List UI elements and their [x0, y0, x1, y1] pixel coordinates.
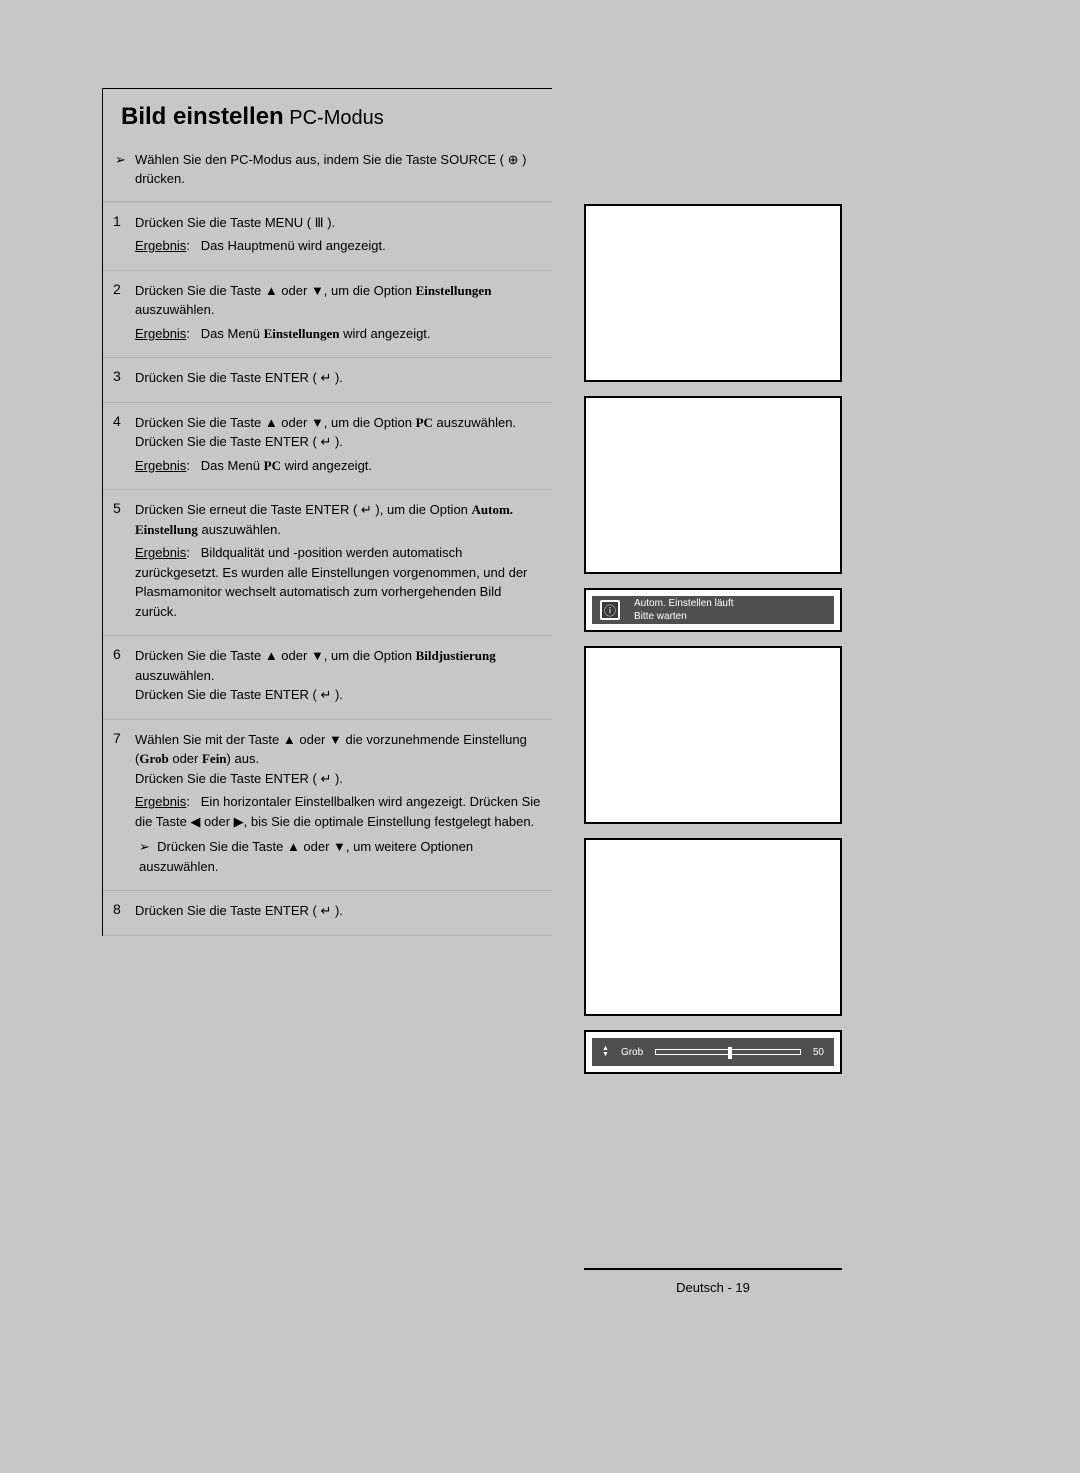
step-result: Ergebnis: Bildqualität und -position wer…	[135, 543, 546, 621]
slider-thumb	[728, 1047, 732, 1059]
step-instruction: Drücken Sie die Taste ▲ oder ▼, um die O…	[135, 281, 546, 320]
step-number: 4	[103, 413, 135, 480]
steps-list: 1Drücken Sie die Taste MENU ( Ⅲ ). Ergebn…	[103, 203, 552, 936]
step-row: 3Drücken Sie die Taste ENTER ( ↵ ).	[103, 358, 552, 403]
slider-bar: ▲▼ Grob 50	[592, 1038, 834, 1066]
step-number: 5	[103, 500, 135, 625]
info-icon: ⓘ	[600, 600, 620, 620]
step-row: 6Drücken Sie die Taste ▲ oder ▼, um die …	[103, 636, 552, 720]
footer-text: Deutsch - 19	[676, 1280, 750, 1295]
toast-line1: Autom. Einstellen läuft	[634, 597, 734, 610]
step-row: 5Drücken Sie erneut die Taste ENTER ( ↵ …	[103, 490, 552, 636]
step-number: 2	[103, 281, 135, 348]
step-result: Ergebnis: Das Hauptmenü wird angezeigt.	[135, 236, 546, 256]
page-footer: Deutsch - 19	[584, 1268, 842, 1295]
screenshot-3	[584, 646, 842, 824]
main-column: Bild einstellen PC-Modus ➢ Wählen Sie de…	[102, 88, 552, 936]
step-result: Ergebnis: Ein horizontaler Einstellbalke…	[135, 792, 546, 831]
step-instruction: Drücken Sie die Taste ▲ oder ▼, um die O…	[135, 413, 546, 452]
title-subtitle: PC-Modus	[284, 107, 384, 129]
page-title-row: Bild einstellen PC-Modus	[103, 89, 552, 145]
step-number: 8	[103, 901, 135, 925]
toast-autom-einstellen: ⓘ Autom. Einstellen läuft Bitte warten	[584, 588, 842, 632]
step-instruction: Drücken Sie die Taste MENU ( Ⅲ ).	[135, 213, 546, 233]
step-body: Drücken Sie die Taste ENTER ( ↵ ).	[135, 368, 546, 392]
step-number: 6	[103, 646, 135, 709]
toast-inner: ⓘ Autom. Einstellen läuft Bitte warten	[592, 596, 834, 624]
manual-page: Bild einstellen PC-Modus ➢ Wählen Sie de…	[102, 88, 977, 1388]
step-body: Drücken Sie die Taste ENTER ( ↵ ).	[135, 901, 546, 925]
slider-value: 50	[813, 1047, 824, 1058]
step-instruction: Wählen Sie mit der Taste ▲ oder ▼ die vo…	[135, 730, 546, 789]
step-body: Drücken Sie die Taste ▲ oder ▼, um die O…	[135, 413, 546, 480]
title-bold: Bild einstellen	[121, 103, 284, 130]
slider-grob: ▲▼ Grob 50	[584, 1030, 842, 1074]
step-number: 7	[103, 730, 135, 881]
step-body: Drücken Sie die Taste ▲ oder ▼, um die O…	[135, 281, 546, 348]
step-body: Drücken Sie erneut die Taste ENTER ( ↵ )…	[135, 500, 546, 625]
step-result: Ergebnis: Das Menü PC wird angezeigt.	[135, 456, 546, 476]
screenshot-1	[584, 204, 842, 382]
slider-arrows-icon: ▲▼	[602, 1046, 609, 1059]
step-number: 3	[103, 368, 135, 392]
intro-block: ➢ Wählen Sie den PC-Modus aus, indem Sie…	[103, 145, 552, 203]
step-body: Wählen Sie mit der Taste ▲ oder ▼ die vo…	[135, 730, 546, 881]
slider-label: Grob	[621, 1047, 643, 1058]
screenshot-4	[584, 838, 842, 1016]
step-note: ➢ Drücken Sie die Taste ▲ oder ▼, um wei…	[135, 837, 546, 876]
toast-text: Autom. Einstellen läuft Bitte warten	[634, 597, 734, 623]
intro-text: Wählen Sie den PC-Modus aus, indem Sie d…	[135, 152, 526, 186]
step-body: Drücken Sie die Taste MENU ( Ⅲ ). Ergebni…	[135, 213, 546, 260]
step-row: 4Drücken Sie die Taste ▲ oder ▼, um die …	[103, 403, 552, 491]
intro-marker: ➢	[115, 151, 126, 170]
step-number: 1	[103, 213, 135, 260]
step-instruction: Drücken Sie die Taste ENTER ( ↵ ).	[135, 901, 546, 921]
slider-track	[655, 1049, 801, 1055]
step-row: 2Drücken Sie die Taste ▲ oder ▼, um die …	[103, 271, 552, 359]
step-row: 8Drücken Sie die Taste ENTER ( ↵ ).	[103, 891, 552, 936]
step-instruction: Drücken Sie erneut die Taste ENTER ( ↵ )…	[135, 500, 546, 539]
step-instruction: Drücken Sie die Taste ENTER ( ↵ ).	[135, 368, 546, 388]
screenshot-2	[584, 396, 842, 574]
step-row: 1Drücken Sie die Taste MENU ( Ⅲ ). Ergebn…	[103, 203, 552, 271]
toast-line2: Bitte warten	[634, 610, 734, 623]
step-result: Ergebnis: Das Menü Einstellungen wird an…	[135, 324, 546, 344]
screenshots-column: ⓘ Autom. Einstellen läuft Bitte warten ▲…	[584, 204, 842, 1088]
step-instruction: Drücken Sie die Taste ▲ oder ▼, um die O…	[135, 646, 546, 705]
step-body: Drücken Sie die Taste ▲ oder ▼, um die O…	[135, 646, 546, 709]
step-row: 7Wählen Sie mit der Taste ▲ oder ▼ die v…	[103, 720, 552, 892]
